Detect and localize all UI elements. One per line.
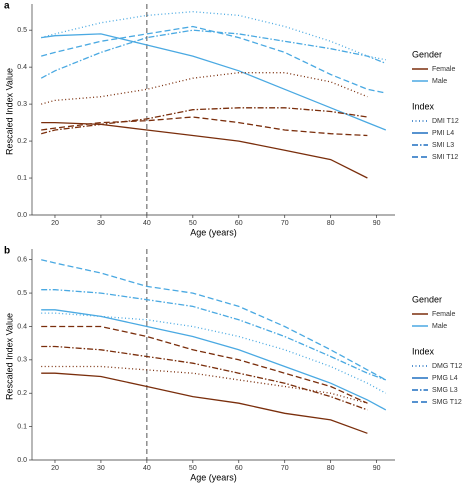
legend-label: DMI T12 bbox=[432, 118, 459, 125]
y-tick-label: 0.3 bbox=[17, 101, 27, 108]
series-line bbox=[40, 29, 387, 79]
panel-label: b bbox=[4, 246, 10, 257]
y-tick-label: 0.1 bbox=[17, 423, 27, 430]
x-tick-label: 80 bbox=[327, 465, 335, 472]
y-tick-label: 0.5 bbox=[17, 27, 27, 34]
x-tick-label: 90 bbox=[373, 465, 381, 472]
y-tick-label: 0.4 bbox=[17, 64, 27, 71]
series-line bbox=[41, 25, 386, 94]
legend-title: Index bbox=[412, 101, 435, 111]
y-tick-label: 0.1 bbox=[17, 175, 27, 182]
legend-label: SMG T12 bbox=[432, 399, 462, 406]
legend-label: SMI T12 bbox=[432, 154, 458, 161]
series-line bbox=[41, 325, 368, 404]
legend-label: Male bbox=[432, 323, 447, 330]
y-tick-label: 0.2 bbox=[17, 390, 27, 397]
legend-title: Gender bbox=[412, 294, 442, 304]
series-line bbox=[41, 11, 386, 61]
legend-label: DMG T12 bbox=[432, 363, 462, 370]
x-axis-label: Age (years) bbox=[190, 472, 237, 482]
series-line bbox=[41, 121, 368, 179]
series-line bbox=[41, 309, 387, 411]
y-axis-label: Rescaled Index Value bbox=[4, 313, 14, 400]
series-line bbox=[41, 312, 387, 394]
y-tick-label: 0.5 bbox=[17, 290, 27, 297]
series-line bbox=[41, 289, 387, 381]
y-tick-label: 0.6 bbox=[17, 257, 27, 264]
legend-label: Female bbox=[432, 66, 455, 73]
x-tick-label: 70 bbox=[281, 220, 289, 227]
x-tick-label: 60 bbox=[235, 465, 243, 472]
x-tick-label: 50 bbox=[189, 465, 197, 472]
y-tick-label: 0.4 bbox=[17, 323, 27, 330]
y-tick-label: 0.2 bbox=[17, 138, 27, 145]
y-axis-label: Rescaled Index Value bbox=[4, 68, 14, 155]
series-line bbox=[41, 33, 387, 131]
legend-label: SMG L3 bbox=[432, 387, 458, 394]
x-tick-label: 20 bbox=[51, 465, 59, 472]
legend-title: Gender bbox=[412, 49, 442, 59]
x-tick-label: 80 bbox=[327, 220, 335, 227]
x-tick-label: 40 bbox=[143, 220, 151, 227]
y-tick-label: 0.0 bbox=[17, 457, 27, 464]
legend-label: PMG L4 bbox=[432, 375, 458, 382]
x-tick-label: 30 bbox=[97, 220, 105, 227]
series-line bbox=[41, 259, 387, 381]
legend-title: Index bbox=[412, 346, 435, 356]
legend-label: Female bbox=[432, 311, 455, 318]
series-line bbox=[41, 72, 368, 105]
series-line bbox=[41, 372, 368, 434]
series-line bbox=[41, 345, 368, 411]
y-tick-label: 0.0 bbox=[17, 212, 27, 219]
series-line bbox=[41, 107, 368, 135]
x-tick-label: 90 bbox=[373, 220, 381, 227]
legend-label: PMI L4 bbox=[432, 130, 454, 137]
x-tick-label: 70 bbox=[281, 465, 289, 472]
legend-label: SMI L3 bbox=[432, 142, 454, 149]
legend-label: Male bbox=[432, 78, 447, 85]
x-tick-label: 60 bbox=[235, 220, 243, 227]
x-tick-label: 20 bbox=[51, 220, 59, 227]
x-tick-label: 30 bbox=[97, 465, 105, 472]
series-line bbox=[41, 116, 368, 137]
x-tick-label: 40 bbox=[143, 465, 151, 472]
panel-label: a bbox=[4, 1, 10, 12]
y-tick-label: 0.3 bbox=[17, 357, 27, 364]
x-tick-label: 50 bbox=[189, 220, 197, 227]
x-axis-label: Age (years) bbox=[190, 227, 237, 237]
